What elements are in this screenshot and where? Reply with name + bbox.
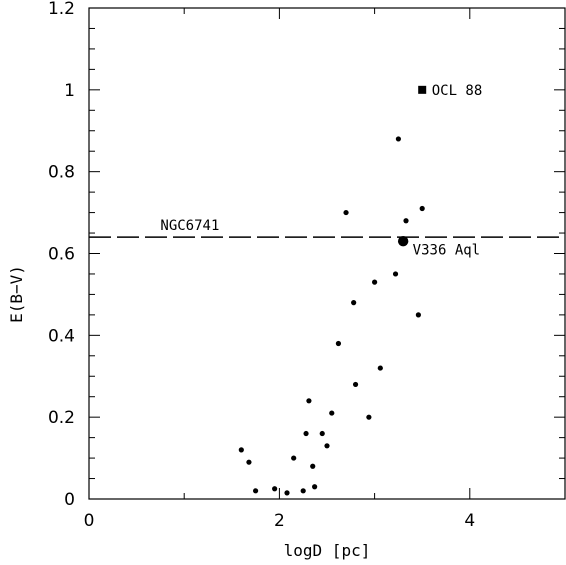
data-points — [238, 85, 427, 496]
data-point-ocl-88 — [418, 85, 427, 94]
data-point — [329, 410, 335, 416]
x-tick-label: 4 — [464, 511, 475, 531]
axis-ticks — [88, 7, 566, 500]
y-tick-label: 0 — [64, 490, 75, 510]
data-point — [415, 312, 421, 318]
data-point-v336-aql — [397, 236, 409, 247]
data-point — [238, 447, 244, 453]
data-point — [403, 218, 409, 224]
plot-frame — [88, 7, 566, 500]
data-point — [392, 271, 399, 277]
data-point — [352, 381, 359, 388]
x-axis-title: logD [pc] — [284, 541, 371, 560]
y-tick-label: 0.2 — [48, 408, 75, 428]
data-point — [377, 365, 383, 371]
data-point — [372, 279, 378, 285]
x-tick-label: 0 — [84, 511, 95, 531]
data-point — [303, 430, 309, 437]
data-point — [312, 484, 318, 490]
x-tick-label: 2 — [274, 511, 285, 531]
data-point — [291, 455, 297, 461]
annotation-ocl-88: OCL 88 — [432, 83, 483, 99]
y-axis-title: E(B−V) — [7, 265, 26, 323]
data-point — [306, 398, 312, 404]
data-point — [324, 443, 330, 449]
annotation-v336-aql: V336 Aql — [413, 242, 480, 258]
data-point — [284, 490, 290, 496]
data-point — [310, 463, 316, 469]
y-tick-label: 0.6 — [48, 245, 75, 265]
tick-labels: 0 2 4 0 0.2 0.4 0.6 0.8 1 1.2 — [48, 0, 475, 531]
data-point — [395, 136, 401, 142]
y-tick-label: 0.4 — [48, 326, 75, 346]
y-tick-label: 1.2 — [48, 0, 75, 19]
data-point — [419, 205, 425, 212]
annotations: OCL 88 V336 Aql NGC6741 — [160, 83, 482, 259]
data-point — [366, 414, 372, 420]
y-tick-label: 1 — [64, 81, 75, 101]
data-point — [300, 488, 306, 494]
data-point — [253, 488, 259, 494]
data-point — [272, 486, 278, 492]
annotation-ngc6741: NGC6741 — [160, 218, 219, 234]
data-point — [319, 430, 325, 437]
plot-border — [88, 7, 566, 500]
data-point — [343, 209, 349, 216]
data-point — [335, 340, 342, 347]
data-point — [351, 300, 357, 306]
data-point — [246, 459, 252, 465]
y-tick-label: 0.8 — [48, 163, 75, 183]
